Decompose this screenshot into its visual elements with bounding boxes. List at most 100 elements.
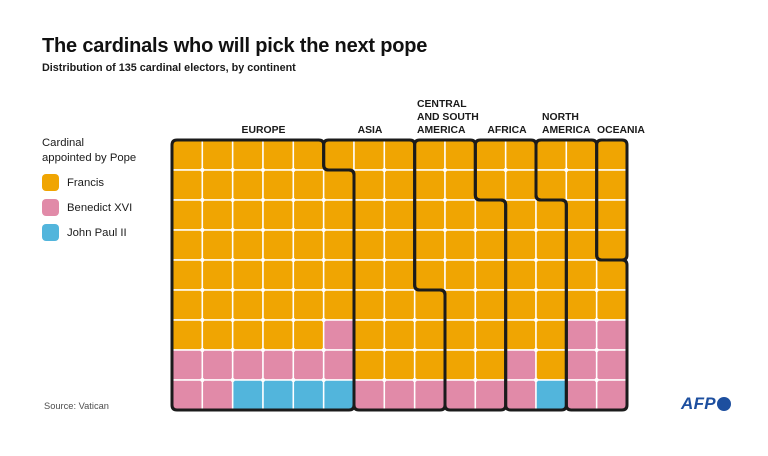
waffle-cell — [201, 169, 234, 201]
waffle-cell — [565, 169, 598, 201]
waffle-cell — [383, 319, 416, 351]
waffle-cell — [262, 349, 295, 381]
waffle-cell — [504, 379, 537, 411]
waffle-cell — [353, 289, 386, 321]
waffle-cell — [535, 379, 568, 411]
waffle-cell — [504, 139, 537, 171]
waffle-cell — [231, 199, 264, 231]
waffle-cell — [413, 229, 446, 261]
waffle-cell — [595, 349, 628, 381]
afp-logo: AFP — [681, 394, 731, 414]
waffle-cell — [353, 259, 386, 291]
waffle-cell — [262, 379, 295, 411]
waffle-cell — [565, 139, 598, 171]
waffle-cell — [292, 199, 325, 231]
waffle-cell — [201, 139, 234, 171]
waffle-cell — [231, 319, 264, 351]
waffle-cell — [444, 229, 477, 261]
waffle-cell — [474, 229, 507, 261]
waffle-cell — [535, 319, 568, 351]
waffle-cell — [595, 229, 628, 261]
waffle-cell — [171, 379, 204, 411]
waffle-cell — [565, 349, 598, 381]
waffle-cell — [322, 379, 355, 411]
waffle-cell — [444, 319, 477, 351]
waffle-cell — [474, 199, 507, 231]
waffle-cell — [353, 379, 386, 411]
column-header-europe: EUROPE — [241, 125, 286, 136]
waffle-cell — [231, 289, 264, 321]
waffle-cell — [292, 229, 325, 261]
waffle-cell — [292, 319, 325, 351]
waffle-cell — [262, 289, 295, 321]
waffle-cell — [504, 289, 537, 321]
gridline-dots — [200, 167, 599, 383]
waffle-cell — [504, 349, 537, 381]
section-outline-north — [534, 138, 629, 412]
waffle-cell — [262, 199, 295, 231]
waffle-cell — [413, 289, 446, 321]
waffle-cell — [444, 349, 477, 381]
waffle-cell — [504, 319, 537, 351]
waffle-cell — [292, 169, 325, 201]
waffle-cell — [535, 349, 568, 381]
waffle-cell — [444, 139, 477, 171]
waffle-cell — [565, 319, 598, 351]
waffle-cell — [565, 229, 598, 261]
waffle-cell — [383, 139, 416, 171]
waffle-cell — [383, 169, 416, 201]
waffle-cell — [504, 169, 537, 201]
waffle-cell — [292, 139, 325, 171]
waffle-cell — [595, 319, 628, 351]
waffle-cell — [262, 139, 295, 171]
waffle-cell — [535, 289, 568, 321]
waffle-cell — [201, 259, 234, 291]
waffle-cell — [565, 199, 598, 231]
legend-label-francis: Francis — [67, 176, 105, 189]
waffle-cell — [262, 229, 295, 261]
waffle-cell — [171, 199, 204, 231]
waffle-cell — [504, 259, 537, 291]
waffle-cell — [595, 169, 628, 201]
waffle-cell — [413, 259, 446, 291]
francis-color-swatch — [42, 174, 59, 191]
legend-item-benedict-xvi: Benedict XVI — [42, 199, 162, 216]
waffle-cell — [201, 289, 234, 321]
waffle-cell — [383, 229, 416, 261]
waffle-cell — [201, 229, 234, 261]
waffle-cell — [231, 169, 264, 201]
waffle-cell — [231, 349, 264, 381]
waffle-cell — [413, 169, 446, 201]
waffle-cell — [201, 379, 234, 411]
waffle-cell — [322, 199, 355, 231]
waffle-cell — [171, 259, 204, 291]
waffle-cell — [201, 199, 234, 231]
waffle-cell — [322, 259, 355, 291]
afp-logo-text: AFP — [681, 394, 716, 413]
waffle-cell — [322, 349, 355, 381]
waffle-cell — [444, 169, 477, 201]
waffle-cell — [565, 259, 598, 291]
waffle-cell — [383, 199, 416, 231]
waffle-cell — [292, 379, 325, 411]
section-outline-oceania — [595, 138, 629, 262]
waffle-cell — [171, 139, 204, 171]
waffle-cell — [535, 259, 568, 291]
waffle-cell — [383, 379, 416, 411]
waffle-cell — [171, 169, 204, 201]
waffle-cell — [474, 169, 507, 201]
waffle-cell — [474, 379, 507, 411]
waffle-cell — [292, 259, 325, 291]
column-header-africa: AFRICA — [487, 125, 527, 136]
waffle-cell — [322, 289, 355, 321]
legend-label-john-paul-ii: John Paul II — [67, 226, 127, 239]
waffle-cell — [595, 199, 628, 231]
waffle-cell — [231, 229, 264, 261]
waffle-cell — [171, 319, 204, 351]
waffle-cell — [413, 319, 446, 351]
waffle-cell — [595, 379, 628, 411]
column-header-central-and-south-america: CENTRAL AND SOUTH AMERICA — [417, 99, 479, 136]
waffle-cell — [322, 169, 355, 201]
